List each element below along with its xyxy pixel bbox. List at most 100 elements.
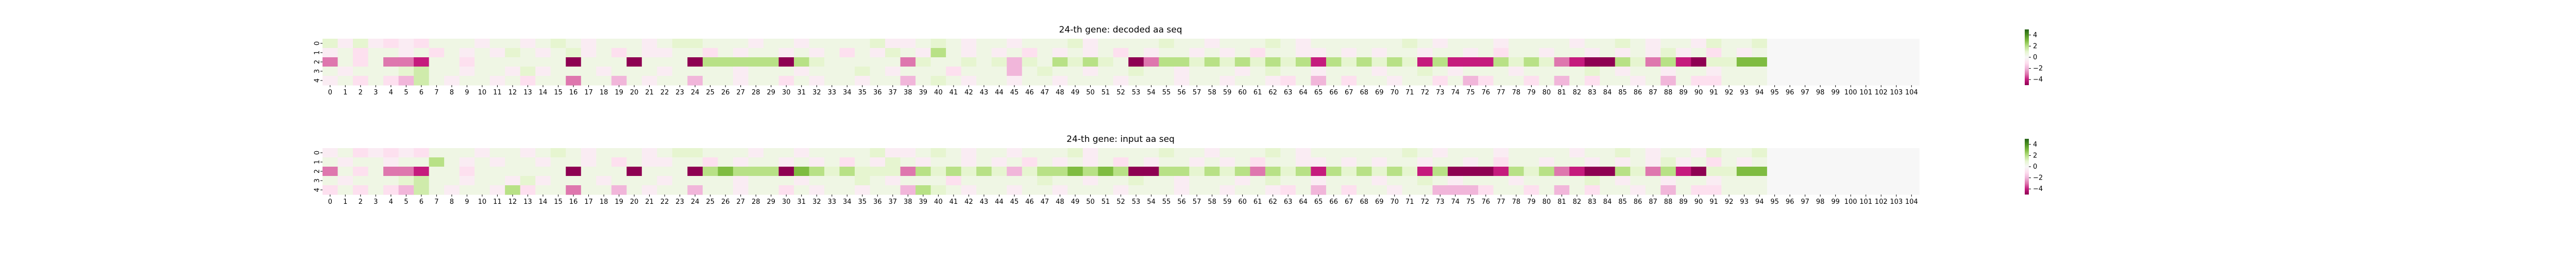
heatmap-cell [824, 67, 840, 76]
heatmap-cell [1022, 39, 1038, 49]
heatmap-cell [520, 48, 536, 58]
heatmap-cell [596, 48, 612, 58]
heatmap-cell [855, 48, 871, 58]
x-tick-label: 25 [706, 89, 715, 96]
x-tick-label: 4 [389, 89, 393, 96]
x-tick-label: 21 [645, 198, 654, 206]
x-tick-label: 43 [980, 198, 989, 206]
heatmap-cell [444, 157, 460, 167]
heatmap-cell [1752, 67, 1768, 76]
heatmap-cell [1311, 39, 1327, 49]
x-tick-label: 67 [1345, 89, 1353, 96]
x-tick-labels-input: 0 1 2 3 4 5 6 7 8 9 10 11 12 13 14 15 16 17 18 19 20 21 22 23 24… [328, 195, 1918, 206]
x-tick-label: 3 [374, 198, 378, 206]
x-tick-label: 69 [1375, 198, 1384, 206]
heatmap-cell [1022, 48, 1038, 58]
heatmap-cell [1797, 148, 1813, 158]
heatmap-cell [1463, 57, 1479, 67]
heatmap-cell [1295, 167, 1312, 176]
heatmap-cell [1295, 185, 1312, 195]
heatmap-cell [337, 185, 353, 195]
heatmap-cell [1098, 48, 1114, 58]
heatmap-cell [1523, 57, 1539, 67]
x-tick-label: 94 [1755, 198, 1764, 206]
x-tick-label: 52 [1116, 89, 1125, 96]
heatmap-cell [793, 176, 810, 186]
heatmap-cell [641, 167, 657, 176]
heatmap-cell [1189, 39, 1205, 49]
heatmap-cell [323, 76, 338, 86]
heatmap-cell [1052, 167, 1068, 176]
x-tick-label: 42 [964, 89, 973, 96]
x-tick-label: 59 [1223, 198, 1232, 206]
x-tick-label: 103 [1890, 198, 1903, 206]
heatmap-cell [1660, 185, 1676, 195]
heatmap-cell [1873, 76, 1889, 86]
heatmap-cell [353, 176, 369, 186]
heatmap-cell [505, 148, 521, 158]
heatmap-cell [1037, 176, 1053, 186]
heatmap-cell [930, 57, 946, 67]
x-tick-label: 11 [493, 198, 502, 206]
x-tick-label: 15 [554, 198, 563, 206]
heatmap-cell [824, 185, 840, 195]
heatmap-cell [839, 48, 855, 58]
heatmap-cell [1311, 176, 1327, 186]
heatmap-cell [1143, 48, 1159, 58]
heatmap-cell [1767, 48, 1783, 58]
heatmap-cell [778, 67, 794, 76]
heatmap-cell [976, 185, 992, 195]
heatmap-cell [1341, 48, 1357, 58]
heatmap-cell [1082, 67, 1098, 76]
heatmap-cell [1858, 167, 1874, 176]
heatmap-cell [337, 167, 353, 176]
x-tick-label: 45 [1010, 198, 1019, 206]
heatmap-cell [1493, 148, 1509, 158]
heatmap-cell [550, 67, 566, 76]
heatmap-cell [1113, 67, 1129, 76]
heatmap-cell [550, 76, 566, 86]
heatmap-cell [581, 176, 597, 186]
heatmap-cell [1448, 67, 1464, 76]
heatmap-cell [946, 185, 962, 195]
heatmap-cell [793, 76, 810, 86]
heatmap-cell [870, 57, 886, 67]
heatmap-cell [535, 148, 551, 158]
heatmap-cell [429, 57, 445, 67]
heatmap-cell [1827, 185, 1844, 195]
heatmap-cell [930, 67, 946, 76]
heatmap-cell [718, 39, 734, 49]
heatmap-cell [1827, 148, 1844, 158]
x-tick-label: 57 [1193, 198, 1201, 206]
x-tick-label: 18 [600, 198, 608, 206]
heatmap-cell [535, 76, 551, 86]
heatmap-cell [383, 76, 399, 86]
heatmap-cell [1615, 167, 1631, 176]
heatmap-cell [748, 176, 764, 186]
x-tick-label: 62 [1268, 89, 1277, 96]
x-tick-label: 71 [1405, 89, 1414, 96]
heatmap-cell [1736, 185, 1752, 195]
heatmap-cell [1600, 185, 1616, 195]
heatmap-cell [657, 57, 673, 67]
heatmap-cell [1250, 67, 1266, 76]
heatmap-cell [1219, 39, 1235, 49]
x-tick-label: 16 [569, 198, 578, 206]
heatmap-cell [1615, 157, 1631, 167]
heatmap-cell [323, 48, 338, 58]
heatmap-cell [1630, 157, 1646, 167]
heatmap-cell [1189, 185, 1205, 195]
heatmap-cell [1022, 76, 1038, 86]
heatmap-cell [626, 167, 642, 176]
heatmap-cell [1265, 48, 1281, 58]
heatmap-cell [1797, 39, 1813, 49]
heatmap-cell [459, 157, 475, 167]
heatmap-cell [1554, 176, 1570, 186]
colorbar-gradient [2025, 29, 2029, 85]
heatmap-cell [809, 157, 825, 167]
heatmap-cell [1904, 185, 1920, 195]
heatmap-cell [1174, 67, 1190, 76]
heatmap-cell [581, 157, 597, 167]
heatmap-cell [1448, 57, 1464, 67]
heatmap-cell [763, 76, 779, 86]
